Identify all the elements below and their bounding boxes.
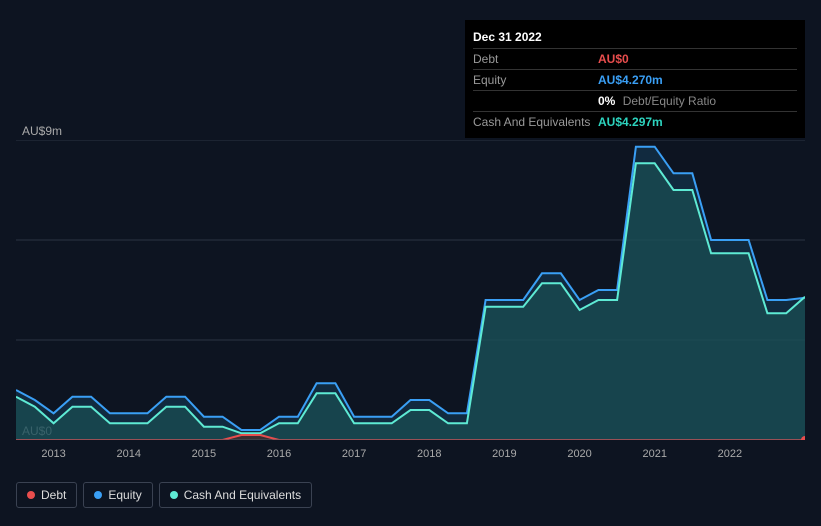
legend-item-debt[interactable]: Debt — [16, 482, 77, 508]
x-tick: 2017 — [342, 448, 366, 460]
tooltip-equity-value: AU$4.270m — [598, 73, 663, 87]
x-tick: 2019 — [492, 448, 516, 460]
cash-color-dot — [170, 491, 178, 499]
tooltip-ratio-label: Debt/Equity Ratio — [623, 94, 716, 108]
tooltip-ratio-spacer — [473, 94, 598, 108]
tooltip-date: Dec 31 2022 — [473, 26, 797, 48]
x-tick: 2022 — [718, 448, 742, 460]
x-tick: 2016 — [267, 448, 291, 460]
equity-color-dot — [94, 491, 102, 499]
chart-svg — [16, 140, 805, 440]
tooltip-row-ratio: 0% Debt/Equity Ratio — [473, 90, 797, 111]
chart-legend: Debt Equity Cash And Equivalents — [16, 482, 312, 508]
legend-item-equity[interactable]: Equity — [83, 482, 152, 508]
tooltip-row-cash: Cash And Equivalents AU$4.297m — [473, 111, 797, 132]
tooltip-equity-label: Equity — [473, 73, 598, 87]
x-tick: 2013 — [41, 448, 65, 460]
x-axis: 2013 2014 2015 2016 2017 2018 2019 2020 2021 2022 — [16, 448, 805, 468]
x-tick: 2021 — [642, 448, 666, 460]
tooltip-cash-label: Cash And Equivalents — [473, 115, 598, 129]
tooltip-row-equity: Equity AU$4.270m — [473, 69, 797, 90]
debt-color-dot — [27, 491, 35, 499]
legend-label: Debt — [41, 488, 66, 502]
chart-container: Dec 31 2022 Debt AU$0 Equity AU$4.270m 0… — [0, 0, 821, 526]
x-tick: 2018 — [417, 448, 441, 460]
chart-plot-area[interactable] — [16, 140, 805, 440]
legend-label: Cash And Equivalents — [184, 488, 301, 502]
tooltip-row-debt: Debt AU$0 — [473, 48, 797, 69]
y-axis-max-label: AU$9m — [22, 124, 62, 138]
x-tick: 2014 — [116, 448, 140, 460]
legend-item-cash[interactable]: Cash And Equivalents — [159, 482, 312, 508]
legend-label: Equity — [108, 488, 141, 502]
x-tick: 2020 — [567, 448, 591, 460]
tooltip-debt-label: Debt — [473, 52, 598, 66]
tooltip-ratio-pct: 0% — [598, 94, 615, 108]
tooltip-debt-value: AU$0 — [598, 52, 629, 66]
x-tick: 2015 — [192, 448, 216, 460]
chart-tooltip: Dec 31 2022 Debt AU$0 Equity AU$4.270m 0… — [465, 20, 805, 138]
tooltip-cash-value: AU$4.297m — [598, 115, 663, 129]
